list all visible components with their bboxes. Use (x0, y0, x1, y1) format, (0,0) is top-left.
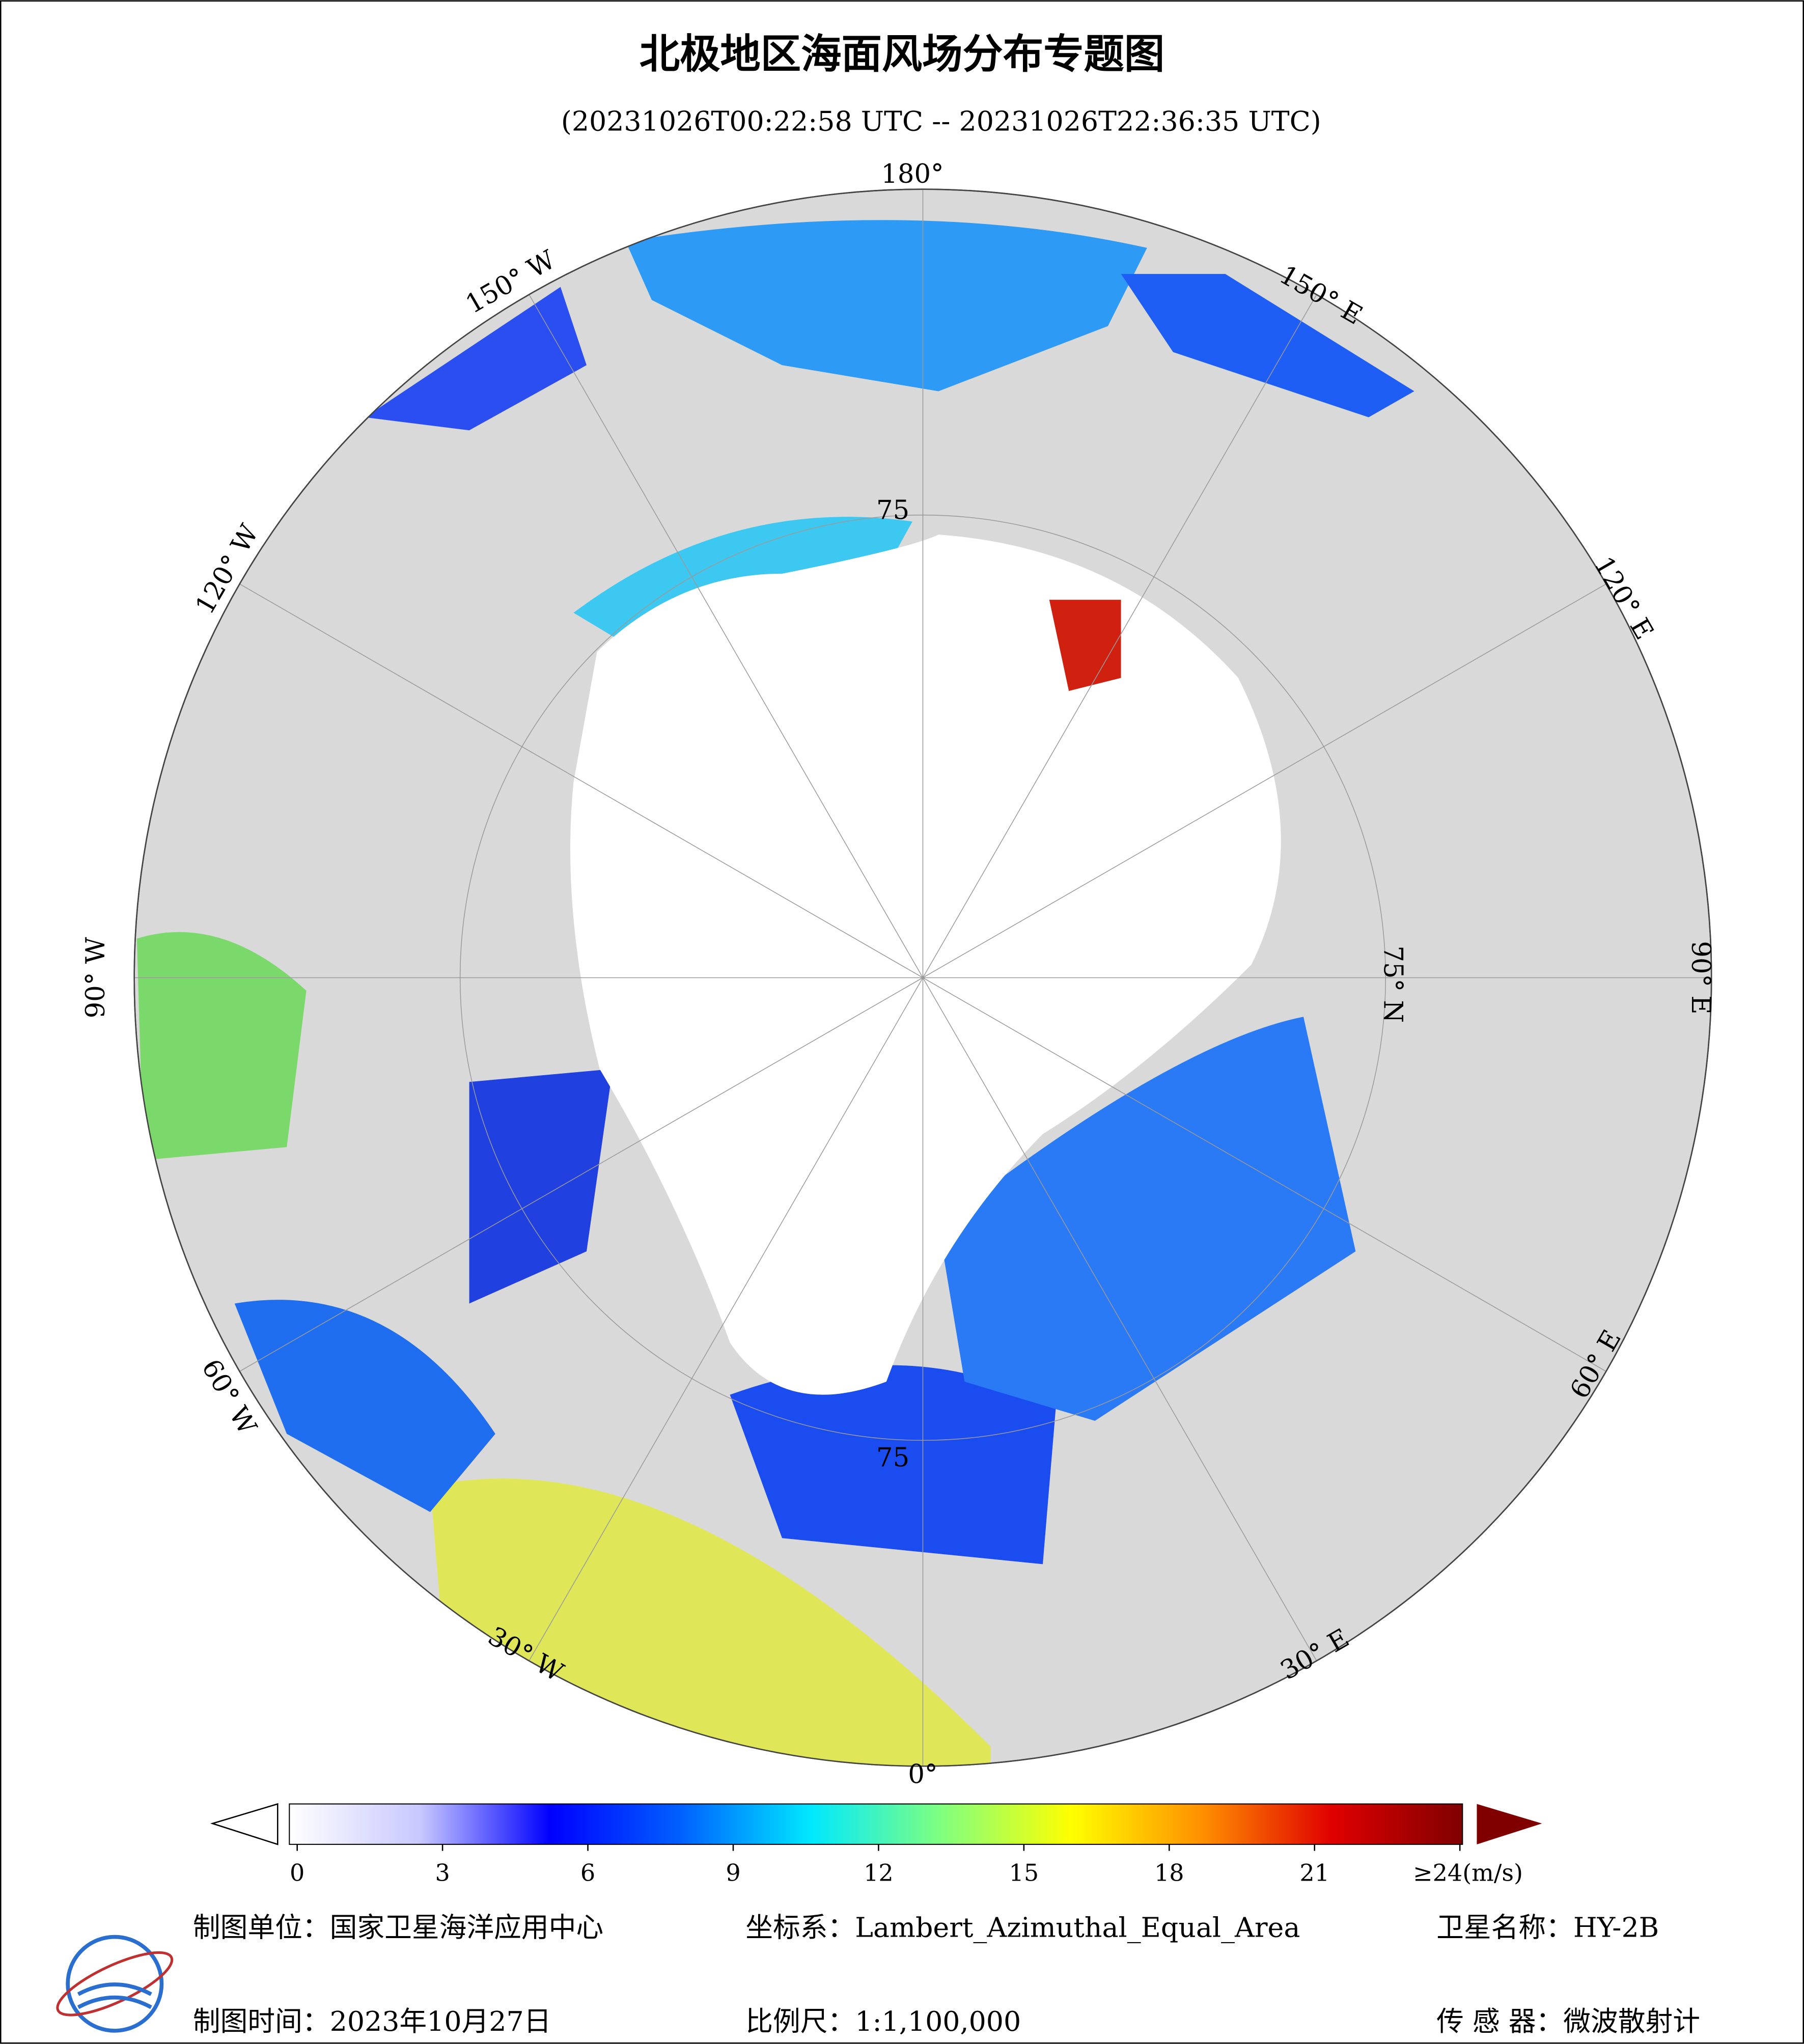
colorbar-tick-label: 0 (290, 1859, 304, 1887)
lon-label: 180° (881, 159, 943, 189)
lat-label: 75 (876, 495, 909, 525)
logo (56, 1935, 174, 2033)
lat-label: 75 (876, 1442, 909, 1473)
colorbar-tick-label: ≥24(m/s) (1413, 1859, 1523, 1887)
map (133, 188, 1712, 1767)
colorbar-tick-label: 18 (1154, 1859, 1184, 1887)
colorbar-tick-label: 6 (580, 1859, 595, 1887)
lon-label: 90° W (80, 937, 111, 1018)
footer-unit: 制图单位：国家卫星海洋应用中心 (193, 1912, 603, 1944)
lat-label: 75° N (1378, 945, 1408, 1023)
colorbar-tick-label: 21 (1299, 1859, 1329, 1887)
footer-sensor: 传 感 器：微波散射计 (1436, 2005, 1700, 2037)
footer-scale: 比例尺：1:1,100,000 (745, 2005, 1021, 2037)
lon-label: 0° (908, 1759, 937, 1790)
footer-satellite: 卫星名称：HY-2B (1436, 1912, 1659, 1944)
lon-label: 90° E (1685, 941, 1716, 1014)
colorbar-tick-label: 3 (435, 1859, 450, 1887)
title: 北极地区海面风场分布专题图 (640, 30, 1164, 78)
footer-date: 制图时间：2023年10月27日 (193, 2005, 551, 2037)
footer-projection: 坐标系：Lambert_Azimuthal_Equal_Area (745, 1912, 1300, 1944)
colorbar-tick-label: 9 (726, 1859, 740, 1887)
colorbar-tick-label: 15 (1009, 1859, 1039, 1887)
subtitle: (20231026T00:22:58 UTC -- 20231026T22:36… (561, 105, 1321, 137)
colorbar-tick-label: 12 (864, 1859, 894, 1887)
colorbar: 0 3 6 9 12 15 18 21 ≥24(m/s) (210, 1803, 1542, 1887)
